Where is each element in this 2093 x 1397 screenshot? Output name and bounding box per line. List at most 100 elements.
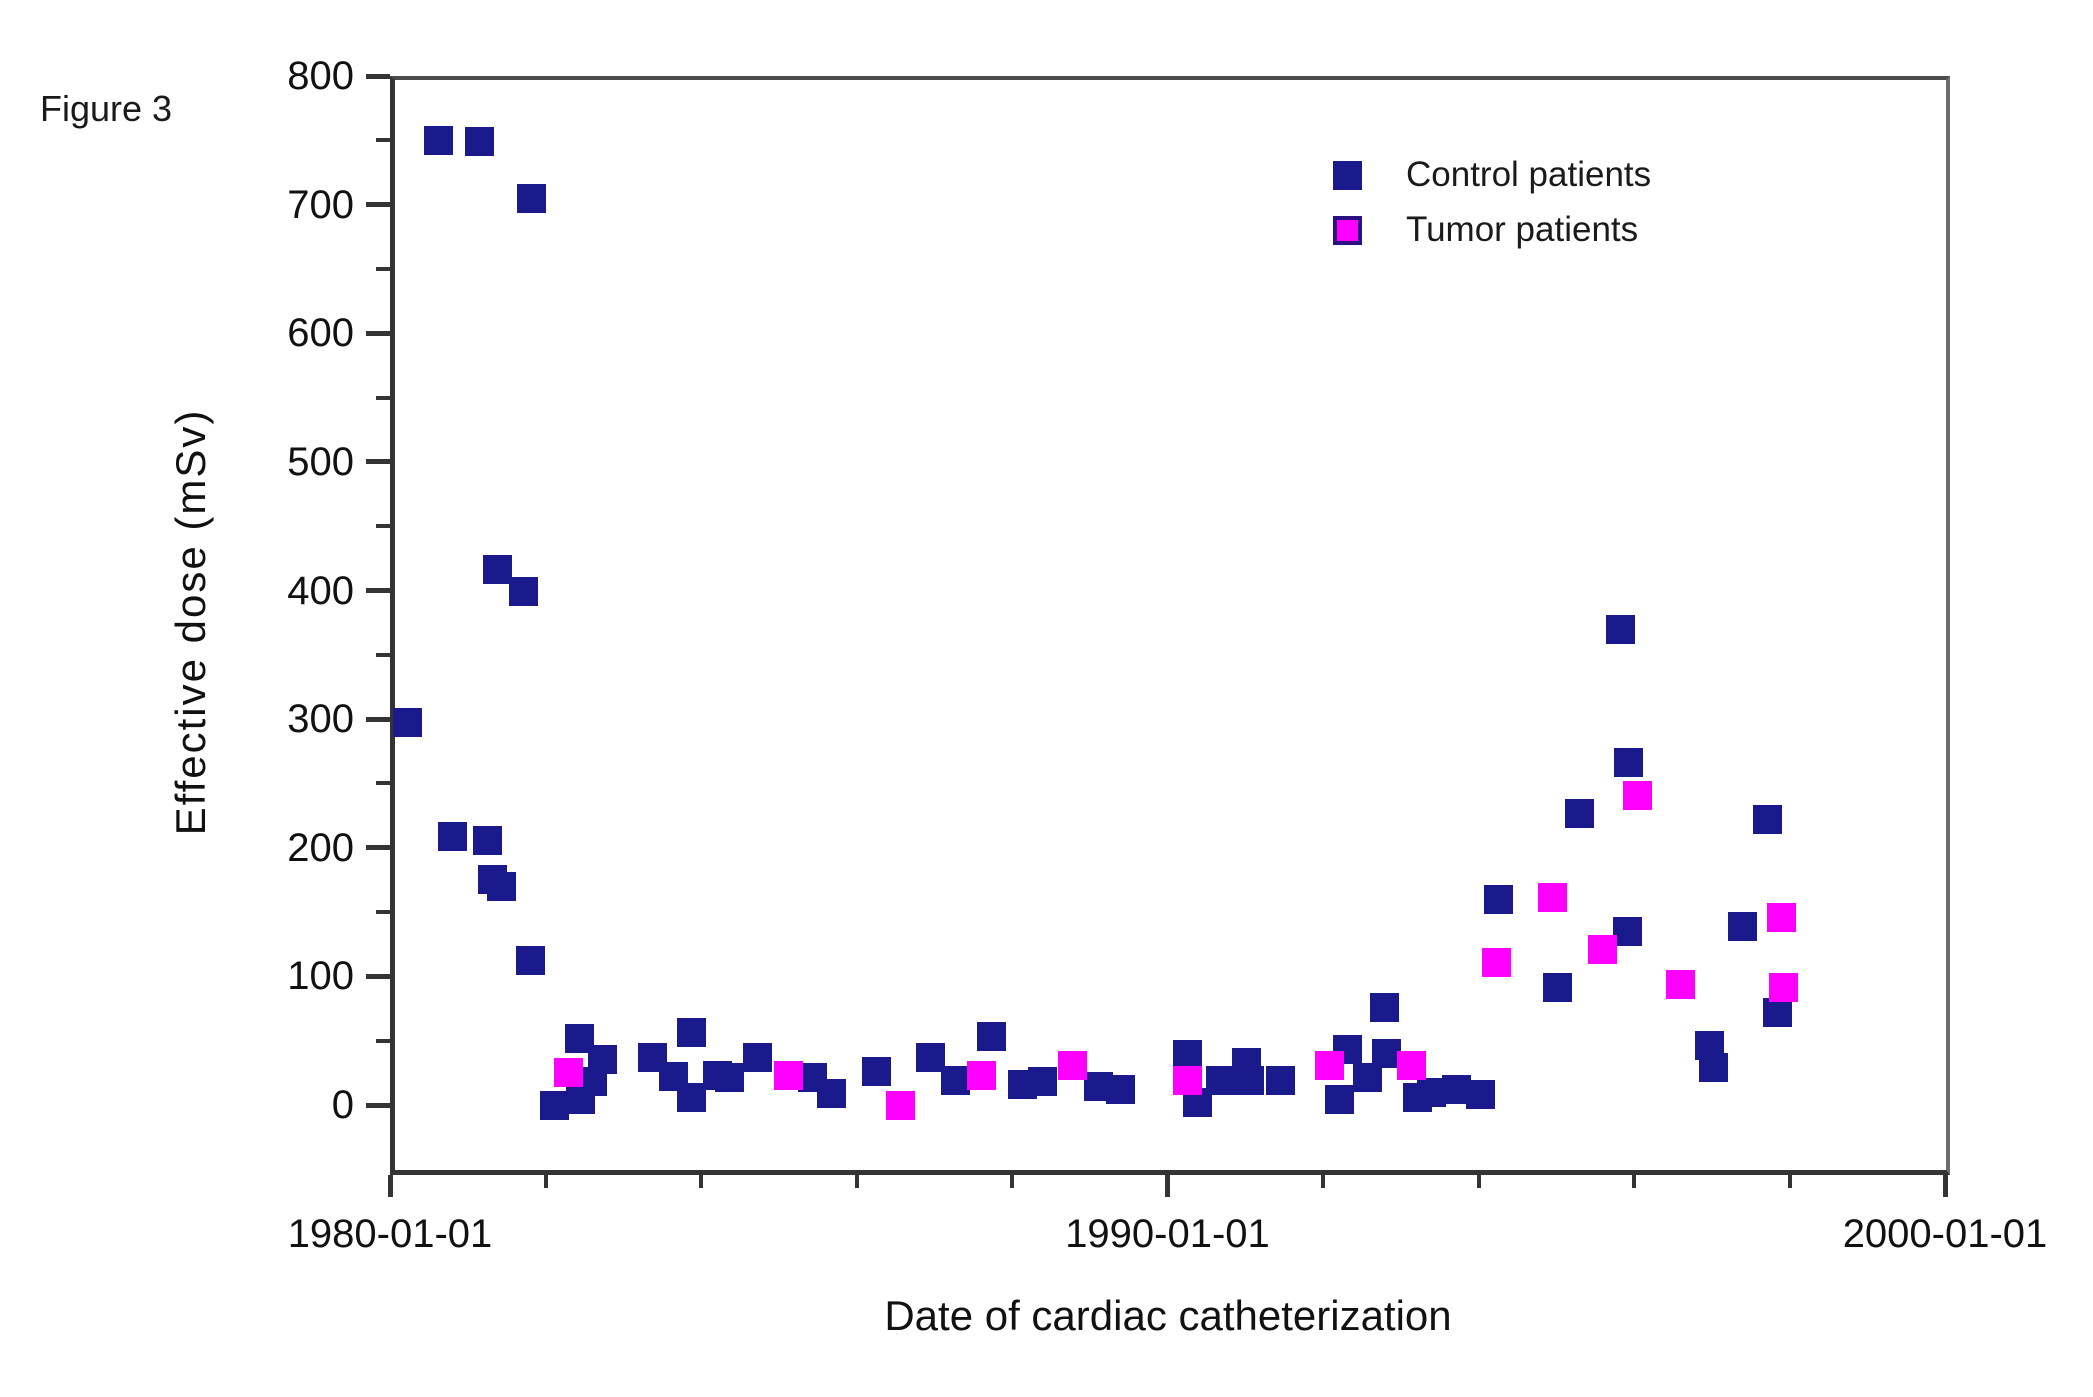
control-patient-point bbox=[1173, 1040, 1203, 1070]
x-axis-minor-tick bbox=[1476, 1175, 1481, 1188]
tumor-patient-point bbox=[1767, 902, 1797, 932]
control-patient-point bbox=[1372, 1039, 1402, 1069]
control-patient-point bbox=[715, 1063, 745, 1093]
tumor-patient-point bbox=[773, 1060, 803, 1090]
control-patient-point bbox=[1417, 1077, 1447, 1107]
tumor-patient-point bbox=[1173, 1066, 1203, 1096]
y-axis-minor-tick bbox=[376, 395, 390, 400]
control-patient-point bbox=[393, 708, 423, 738]
control-patient-point bbox=[915, 1042, 945, 1072]
control-patient-point bbox=[1613, 916, 1643, 946]
y-axis-major-tick bbox=[366, 588, 390, 593]
tumor-patient-point bbox=[1666, 969, 1696, 999]
control-patient-point bbox=[1763, 997, 1793, 1027]
tumor-patient-point bbox=[1768, 973, 1798, 1003]
y-axis-major-tick bbox=[366, 73, 390, 79]
tumor-patient-point bbox=[1588, 934, 1618, 964]
y-axis-tick-label: 500 bbox=[287, 439, 354, 484]
control-patient-point bbox=[1369, 992, 1399, 1022]
y-axis-tick-label: 0 bbox=[331, 1083, 354, 1127]
y-axis-minor-tick bbox=[376, 266, 390, 271]
x-axis-minor-tick bbox=[854, 1175, 859, 1188]
tumor-patient-point bbox=[1397, 1050, 1427, 1080]
legend-row-control: Control patients bbox=[1333, 155, 1652, 194]
x-axis-minor-tick bbox=[543, 1175, 548, 1188]
y-axis-major-tick bbox=[366, 330, 390, 336]
tumor-patient-point bbox=[1058, 1050, 1088, 1080]
control-patient-point bbox=[517, 183, 546, 213]
control-patient-point bbox=[473, 825, 503, 855]
control-patient-point bbox=[1543, 973, 1573, 1003]
tumor-patient-point bbox=[1315, 1050, 1345, 1080]
y-axis-tick-label: 400 bbox=[287, 568, 354, 613]
x-axis-tick-label: 1990-01-01 bbox=[1065, 1212, 1270, 1256]
control-patient-point bbox=[1728, 911, 1758, 941]
y-axis-tick-label: 100 bbox=[287, 954, 354, 999]
y-axis-minor-tick bbox=[376, 1038, 390, 1043]
tumor-patient-point bbox=[1622, 780, 1652, 810]
control-patient-point bbox=[817, 1078, 847, 1108]
x-axis-minor-tick bbox=[1321, 1175, 1325, 1188]
x-axis-minor-tick bbox=[1632, 1175, 1636, 1188]
legend: Control patients Tumor patients bbox=[1333, 155, 1652, 268]
control-patient-point bbox=[487, 871, 517, 901]
control-patient-point bbox=[862, 1057, 892, 1087]
control-patient-point bbox=[1484, 884, 1514, 914]
plot-area bbox=[390, 76, 1950, 1175]
y-axis-major-tick bbox=[366, 459, 390, 465]
x-axis-title: Date of cardiac catheterization bbox=[884, 1292, 1452, 1339]
tumor-patient-point bbox=[554, 1058, 584, 1088]
control-patient-point bbox=[1235, 1066, 1265, 1096]
tumor-patient-point bbox=[1537, 883, 1567, 913]
tumor-patient-point bbox=[967, 1060, 997, 1090]
legend-label-tumor: Tumor patients bbox=[1406, 210, 1639, 249]
control-patient-point bbox=[1352, 1063, 1382, 1093]
control-patient-point bbox=[587, 1045, 617, 1075]
control-patient-point bbox=[464, 127, 494, 157]
tumor-patients-swatch-icon bbox=[1333, 215, 1362, 245]
control-patients-swatch-icon bbox=[1333, 160, 1362, 190]
control-patient-point bbox=[509, 577, 539, 607]
control-patient-point bbox=[1753, 804, 1783, 834]
y-axis-tick-label: 300 bbox=[287, 697, 354, 742]
control-patient-point bbox=[1105, 1075, 1135, 1105]
y-axis-minor-tick bbox=[376, 910, 390, 915]
control-patient-point bbox=[1324, 1085, 1354, 1115]
y-axis-major-tick bbox=[366, 202, 390, 208]
control-patient-point bbox=[977, 1022, 1007, 1052]
y-axis-tick-label: 600 bbox=[287, 311, 354, 356]
control-patient-point bbox=[437, 821, 467, 851]
y-axis-title: Effective dose (mSv) bbox=[167, 408, 214, 836]
y-axis-minor-tick bbox=[376, 652, 390, 657]
x-axis-major-tick bbox=[387, 1175, 393, 1197]
y-axis-major-tick bbox=[366, 973, 390, 979]
control-patient-point bbox=[743, 1042, 773, 1072]
control-patient-point bbox=[482, 555, 512, 585]
control-patient-point bbox=[1565, 798, 1595, 828]
y-axis-major-tick bbox=[366, 1102, 390, 1108]
control-patient-point bbox=[516, 946, 546, 976]
control-patient-point bbox=[423, 125, 453, 155]
y-axis-major-tick bbox=[366, 845, 390, 851]
x-axis-major-tick bbox=[1165, 1175, 1170, 1197]
y-axis-major-tick bbox=[366, 716, 390, 722]
x-axis-minor-tick bbox=[1010, 1175, 1014, 1188]
control-patient-point bbox=[1027, 1067, 1057, 1097]
legend-row-tumor: Tumor patients bbox=[1333, 210, 1651, 249]
y-axis-tick-label: 200 bbox=[287, 825, 354, 870]
y-axis-tick-label: 700 bbox=[287, 182, 354, 227]
control-patient-point bbox=[1465, 1080, 1495, 1110]
control-patient-point bbox=[1205, 1066, 1235, 1096]
tumor-patient-point bbox=[885, 1090, 915, 1120]
x-axis-major-tick bbox=[1942, 1175, 1948, 1197]
y-axis-minor-tick bbox=[376, 524, 390, 529]
figure-label: Figure 3 bbox=[40, 88, 173, 129]
x-axis-minor-tick bbox=[1787, 1175, 1792, 1188]
control-patient-point bbox=[1606, 614, 1636, 644]
x-axis-tick-label: 2000-01-01 bbox=[1842, 1212, 2048, 1256]
control-patient-point bbox=[940, 1066, 970, 1096]
x-axis-minor-tick bbox=[699, 1175, 703, 1188]
legend-label-control: Control patients bbox=[1406, 155, 1652, 194]
control-patient-point bbox=[540, 1090, 570, 1120]
